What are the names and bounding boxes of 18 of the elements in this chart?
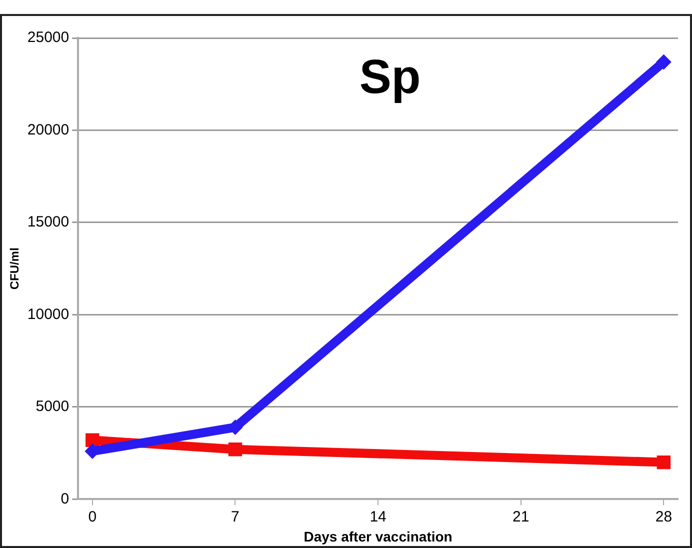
y-axis-title: CFU/ml <box>8 248 22 290</box>
y-tick-label: 25000 <box>27 29 70 46</box>
y-tick-label: 20000 <box>27 121 70 138</box>
point <box>228 442 242 456</box>
y-tick-label: 10000 <box>27 306 70 323</box>
y-tick-label: 5000 <box>36 398 70 416</box>
point <box>86 433 100 448</box>
point <box>656 54 672 70</box>
chart-title: Sp <box>359 51 421 104</box>
y-tick-label: 15000 <box>27 214 70 231</box>
x-tick-label: 0 <box>88 508 97 526</box>
x-tick-label: 28 <box>655 508 672 526</box>
x-tick-label: 14 <box>370 508 386 526</box>
point <box>656 455 671 470</box>
y-tick-label: 0 <box>60 490 70 508</box>
x-tick-label: 7 <box>231 508 240 526</box>
x-axis-title: Days after vaccination <box>304 528 452 544</box>
x-tick-label: 21 <box>512 508 530 526</box>
